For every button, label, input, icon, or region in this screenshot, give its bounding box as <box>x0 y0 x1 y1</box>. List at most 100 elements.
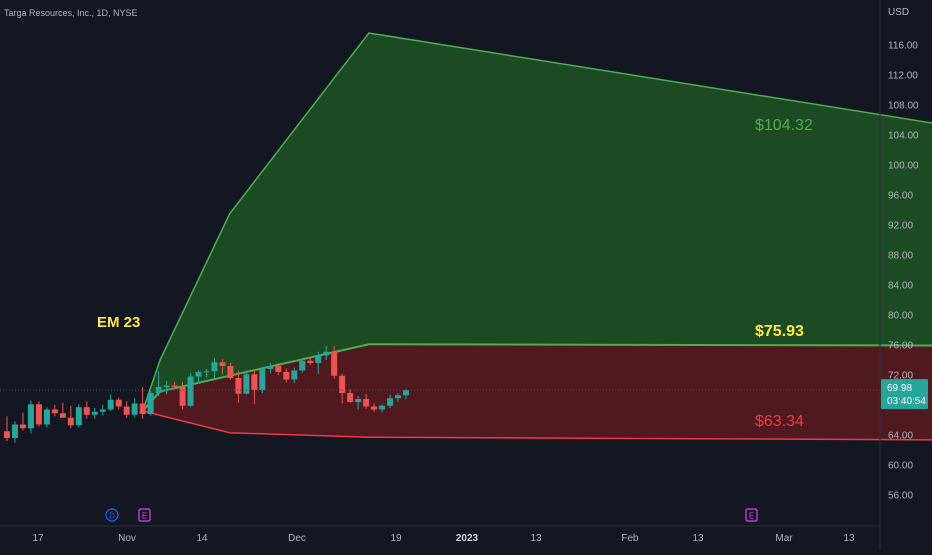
candle <box>131 398 138 417</box>
price-tick-label: 116.00 <box>888 41 918 52</box>
candle-body <box>355 399 362 402</box>
time-tick-label: Dec <box>288 533 306 544</box>
candle <box>163 381 170 395</box>
candle <box>99 405 106 416</box>
time-tick-label: 13 <box>843 533 855 544</box>
time-axis[interactable]: 17 Nov 14 Dec 19 2023 13 Feb 13 Mar 13 <box>0 525 880 544</box>
candle-body <box>51 409 58 414</box>
price-tick-label: 56.00 <box>888 491 913 502</box>
candle-body <box>291 370 298 380</box>
candle-body <box>83 407 90 415</box>
candle-body <box>147 393 154 414</box>
candle <box>211 357 218 378</box>
price-scale[interactable]: USD 116.00 112.00 108.00 104.00 100.00 96.00 9… <box>879 0 928 550</box>
candle <box>59 402 66 418</box>
candle-body <box>323 351 330 356</box>
candle-body <box>75 407 82 426</box>
candle <box>259 366 266 393</box>
candle <box>283 368 290 383</box>
candle-body <box>195 372 202 377</box>
time-tick-label: 13 <box>692 533 704 544</box>
candle <box>147 390 154 416</box>
expected-move-zones <box>141 32 932 441</box>
candle <box>75 404 82 428</box>
candle-body <box>123 406 130 415</box>
price-tick-label: 112.00 <box>888 71 918 82</box>
price-tick-label: 88.00 <box>888 251 913 262</box>
upper-zone-fill <box>142 33 932 411</box>
earnings-marker-past[interactable]: E <box>138 508 151 522</box>
dividend-marker-icon <box>105 508 119 522</box>
earnings-marker-upcoming[interactable]: E <box>745 508 758 522</box>
upper-target-label: $104.32 <box>755 117 813 134</box>
candle <box>403 389 409 399</box>
upper-bound-line <box>141 32 932 412</box>
candle-body <box>99 409 106 412</box>
candle <box>251 370 258 405</box>
candle-body <box>243 374 250 394</box>
currency-label: USD <box>888 7 909 18</box>
candle <box>51 405 58 417</box>
price-tick-label: 104.00 <box>888 131 919 142</box>
candle-body <box>35 404 42 425</box>
candle-body <box>235 378 242 394</box>
candle-body <box>363 399 370 407</box>
candle <box>379 404 386 413</box>
candle <box>267 363 274 374</box>
mid-target-label: $75.93 <box>755 323 804 340</box>
candle <box>387 394 394 408</box>
candle <box>155 371 162 396</box>
last-price-value: 69.98 <box>887 383 912 394</box>
candle <box>179 381 186 410</box>
candle-body <box>91 411 98 415</box>
candle <box>315 351 322 375</box>
candle <box>371 403 378 412</box>
candle-body <box>187 376 194 406</box>
candle-body <box>395 395 402 399</box>
candle <box>331 345 338 379</box>
time-tick-label: 17 <box>32 533 44 544</box>
candle <box>11 421 18 443</box>
candle <box>195 370 202 384</box>
candle <box>355 396 362 410</box>
last-price-badge <box>881 379 928 410</box>
candle-body <box>371 406 378 410</box>
candle <box>299 359 306 373</box>
candle <box>347 389 354 403</box>
dividend-marker-letter: D <box>109 512 115 521</box>
lower-bound-line <box>142 410 932 441</box>
price-tick-label: 72.00 <box>888 371 913 382</box>
candle-body <box>67 417 74 426</box>
price-tick-label: 84.00 <box>888 281 913 292</box>
time-tick-label: 19 <box>390 533 402 544</box>
price-tick-label: 60.00 <box>888 461 913 472</box>
candle <box>83 401 90 419</box>
candle-body <box>131 403 138 415</box>
candle-body <box>307 360 314 363</box>
time-tick-label: Feb <box>621 533 639 544</box>
candle-body <box>43 409 50 425</box>
candle <box>139 387 146 419</box>
time-tick-label: 13 <box>530 533 542 544</box>
candle-body <box>155 387 162 393</box>
candle <box>203 369 210 378</box>
candle <box>227 363 234 380</box>
price-tick-label: 92.00 <box>888 221 913 232</box>
candle <box>323 345 330 360</box>
time-tick-label: 14 <box>196 533 208 544</box>
price-tick-label: 96.00 <box>888 191 913 202</box>
candle-body <box>19 424 26 429</box>
dividend-marker[interactable]: D <box>105 508 119 522</box>
candle <box>35 401 42 427</box>
candle-body <box>27 404 34 429</box>
lower-target-label: $63.34 <box>755 413 804 430</box>
candle-body <box>227 366 234 378</box>
candle-body <box>171 385 178 387</box>
candle <box>43 407 50 428</box>
candle <box>171 381 178 390</box>
candle <box>67 405 74 429</box>
candle <box>91 408 98 419</box>
candle-body <box>211 362 218 372</box>
